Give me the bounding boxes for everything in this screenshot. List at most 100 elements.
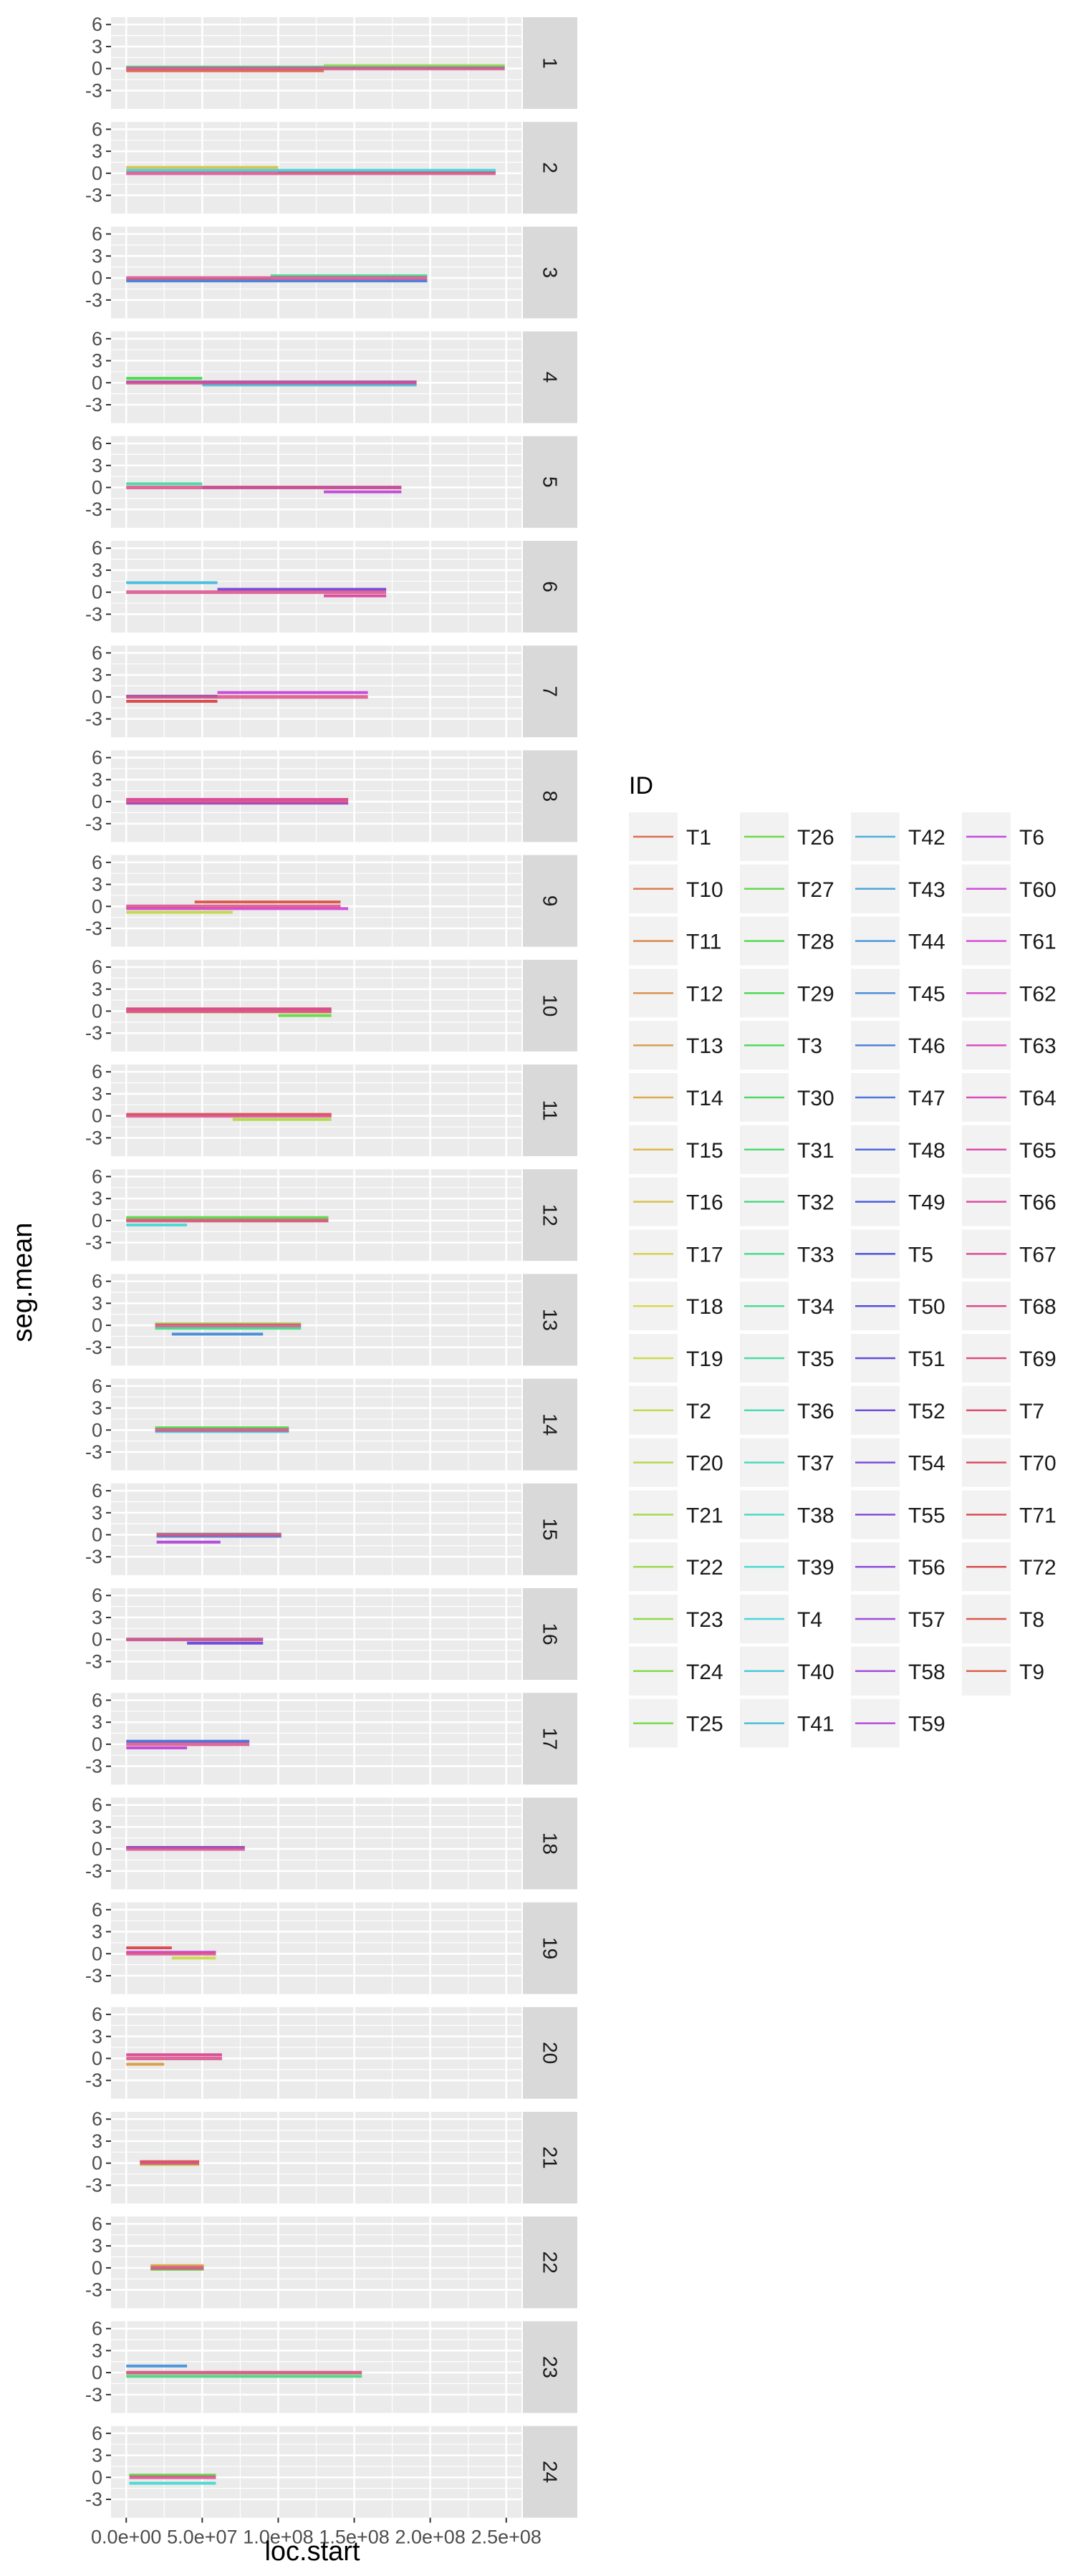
facet-strip-label: 4: [539, 372, 562, 383]
y-tick-label: -3: [85, 1965, 102, 1986]
legend-item: T9: [962, 1646, 1044, 1696]
y-tick-label: 6: [92, 2318, 102, 2340]
y-tick-label: 6: [92, 328, 102, 350]
facet-strip-label: 24: [539, 2461, 562, 2483]
legend: ID T1 T10 T11 T12 T13 T14 T15 T16 T17 T18 T19 T2 T20…: [629, 772, 1056, 1748]
y-tick-label: 3: [92, 874, 102, 895]
y-tick-label: -3: [85, 708, 102, 730]
y-tick-label: -3: [85, 1232, 102, 1254]
legend-label: T7: [1019, 1400, 1044, 1423]
legend-item: T66: [962, 1177, 1056, 1226]
y-tick-label: -3: [85, 1441, 102, 1463]
y-tick-label: -3: [85, 289, 102, 311]
legend-label: T40: [797, 1661, 834, 1684]
legend-label: T46: [908, 1034, 945, 1058]
legend-item: T46: [851, 1021, 945, 1070]
legend-item: T21: [629, 1490, 723, 1539]
y-tick-label: -3: [85, 1756, 102, 1777]
legend-label: T2: [686, 1400, 711, 1423]
x-axis: 0.0e+00 5.0e+07 1.0e+08 1.5e+08 2.0e+08 2.5e+…: [91, 2517, 542, 2548]
legend-item: T47: [851, 1073, 945, 1122]
y-tick-label: -3: [85, 603, 102, 625]
legend-item: T1: [629, 812, 711, 861]
legend-label: T36: [797, 1400, 834, 1423]
y-tick-label: 3: [92, 36, 102, 57]
legend-label: T47: [908, 1087, 945, 1110]
facet-strip: [523, 959, 577, 1052]
legend-label: T54: [908, 1452, 945, 1476]
y-tick-label: 0: [92, 1000, 102, 1022]
facet-strip-label: 23: [539, 2356, 562, 2378]
legend-item: T62: [962, 969, 1056, 1018]
y-tick-label: 3: [92, 1921, 102, 1943]
y-tick-label: -3: [85, 2384, 102, 2406]
facet-strip: [523, 2321, 577, 2413]
x-tick-label: 0.0e+00: [91, 2527, 161, 2548]
legend-label: T33: [797, 1243, 834, 1267]
y-tick-label: 3: [92, 1083, 102, 1105]
legend-label: T32: [797, 1191, 834, 1215]
legend-item: T55: [851, 1490, 945, 1539]
legend-item: T49: [851, 1177, 945, 1226]
legend-item: T51: [851, 1334, 945, 1383]
legend-label: T26: [797, 826, 834, 850]
facet-strip: [523, 436, 577, 528]
legend-item: T72: [962, 1542, 1056, 1592]
y-tick-label: 0: [92, 686, 102, 708]
y-tick-label: 0: [92, 1629, 102, 1650]
y-tick-label: -3: [85, 2489, 102, 2510]
legend-item: T38: [740, 1490, 834, 1539]
facet-strip-label: 22: [539, 2251, 562, 2274]
legend-label: T37: [797, 1452, 834, 1476]
y-tick-label: -3: [85, 499, 102, 520]
legend-label: T52: [908, 1400, 945, 1423]
y-tick-label: 0: [92, 1315, 102, 1336]
y-tick-label: -3: [85, 80, 102, 101]
y-tick-label: 0: [92, 2047, 102, 2069]
legend-item: T8: [962, 1595, 1044, 1643]
facet-strip: [523, 331, 577, 423]
facet-strip: [523, 855, 577, 947]
facet-strip-label: 6: [539, 581, 562, 592]
x-tick-label: 2.0e+08: [395, 2527, 465, 2548]
legend-label: T15: [686, 1139, 723, 1163]
legend-label: T19: [686, 1347, 723, 1371]
legend-label: T5: [908, 1243, 933, 1267]
y-tick-label: -3: [85, 1650, 102, 1672]
legend-label: T41: [797, 1713, 834, 1736]
legend-item: T61: [962, 916, 1056, 966]
y-tick-label: 6: [92, 1271, 102, 1292]
legend-label: T29: [797, 982, 834, 1006]
y-tick-label: 3: [92, 140, 102, 162]
y-tick-label: 6: [92, 118, 102, 140]
y-tick-label: 3: [92, 2235, 102, 2257]
legend-label: T39: [797, 1556, 834, 1580]
y-tick-label: 3: [92, 979, 102, 1000]
legend-label: T17: [686, 1243, 723, 1267]
y-tick-label: 0: [92, 582, 102, 603]
y-tick-label: 3: [92, 455, 102, 476]
facet-strip-label: 5: [539, 476, 562, 488]
facet-strip: [523, 1902, 577, 1994]
facet-strip-label: 16: [539, 1623, 562, 1645]
y-tick-label: 0: [92, 372, 102, 393]
legend-item: T50: [851, 1282, 945, 1331]
x-axis-title: loc.start: [264, 2537, 360, 2567]
x-tick-label: 5.0e+07: [167, 2527, 237, 2548]
facet-strip-label: 8: [539, 791, 562, 802]
y-tick-label: 0: [92, 1105, 102, 1127]
y-tick-label: 6: [92, 433, 102, 454]
y-tick-label: -3: [85, 1860, 102, 1882]
y-tick-label: 3: [92, 2130, 102, 2152]
y-tick-label: -3: [85, 1546, 102, 1567]
legend-item: T10: [629, 864, 723, 913]
y-tick-label: 3: [92, 1398, 102, 1419]
y-tick-label: 0: [92, 1524, 102, 1545]
legend-item: T26: [740, 812, 834, 861]
